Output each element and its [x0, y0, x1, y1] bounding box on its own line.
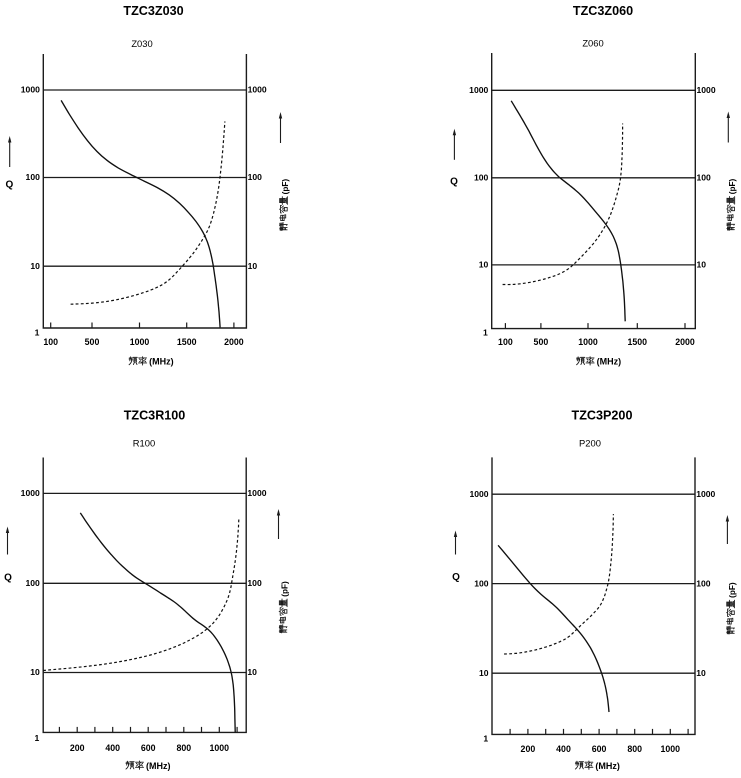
svg-text:10: 10 [30, 261, 40, 271]
svg-text:800: 800 [627, 744, 642, 754]
svg-text:100: 100 [43, 337, 58, 347]
svg-text:(MHz): (MHz) [597, 357, 622, 367]
svg-text:500: 500 [534, 337, 549, 347]
svg-text:(MHz): (MHz) [149, 357, 174, 367]
svg-text:(pF): (pF) [728, 582, 737, 598]
svg-text:100: 100 [696, 578, 711, 588]
svg-text:100: 100 [248, 172, 263, 182]
svg-text:(MHz): (MHz) [595, 761, 620, 771]
svg-text:200: 200 [70, 743, 85, 753]
svg-text:(pF): (pF) [728, 178, 737, 194]
svg-text:1000: 1000 [469, 489, 488, 499]
svg-text:Z030: Z030 [131, 38, 152, 49]
svg-text:Q: Q [4, 573, 12, 584]
svg-text:800: 800 [176, 743, 191, 753]
svg-text:100: 100 [247, 578, 262, 588]
svg-text:TZC3R100: TZC3R100 [124, 409, 186, 423]
svg-text:TZC3Z060: TZC3Z060 [573, 4, 633, 18]
svg-text:2000: 2000 [675, 337, 695, 347]
svg-text:1000: 1000 [578, 337, 598, 347]
svg-text:600: 600 [141, 743, 156, 753]
svg-text:400: 400 [556, 744, 571, 754]
svg-text:P200: P200 [579, 438, 601, 449]
svg-text:1000: 1000 [130, 337, 150, 347]
svg-text:2000: 2000 [224, 337, 244, 347]
svg-text:100: 100 [26, 172, 41, 182]
svg-text:(pF): (pF) [281, 581, 290, 597]
svg-text:600: 600 [592, 744, 607, 754]
svg-text:1000: 1000 [469, 85, 488, 95]
svg-text:10: 10 [697, 260, 707, 270]
svg-text:1500: 1500 [628, 337, 648, 347]
svg-text:R100: R100 [133, 438, 155, 449]
svg-text:100: 100 [498, 337, 513, 347]
svg-text:Q: Q [452, 572, 460, 583]
svg-text:100: 100 [25, 578, 40, 588]
svg-text:1000: 1000 [247, 488, 266, 498]
svg-text:1: 1 [483, 734, 488, 744]
svg-text:1000: 1000 [21, 85, 40, 95]
svg-text:1000: 1000 [661, 744, 681, 754]
svg-text:400: 400 [105, 743, 120, 753]
svg-text:200: 200 [521, 744, 536, 754]
svg-text:1000: 1000 [248, 85, 267, 95]
svg-text:100: 100 [474, 173, 489, 183]
svg-text:1000: 1000 [696, 489, 715, 499]
svg-text:TZC3P200: TZC3P200 [572, 409, 633, 423]
svg-text:TZC3Z030: TZC3Z030 [123, 4, 183, 18]
svg-text:(pF): (pF) [281, 179, 290, 195]
svg-text:10: 10 [696, 668, 706, 678]
svg-text:1: 1 [35, 733, 40, 743]
svg-text:10: 10 [479, 260, 489, 270]
svg-text:Q: Q [450, 177, 458, 188]
svg-text:Z060: Z060 [582, 38, 603, 49]
svg-text:1000: 1000 [697, 85, 716, 95]
svg-text:100: 100 [474, 578, 489, 588]
svg-text:Q: Q [6, 179, 14, 190]
svg-text:1: 1 [35, 328, 40, 338]
svg-text:100: 100 [697, 173, 712, 183]
svg-text:1000: 1000 [21, 488, 40, 498]
svg-text:1500: 1500 [177, 337, 197, 347]
svg-text:10: 10 [30, 667, 40, 677]
svg-text:(MHz): (MHz) [146, 761, 171, 771]
svg-text:1: 1 [483, 328, 488, 338]
svg-text:1000: 1000 [210, 743, 230, 753]
svg-text:10: 10 [248, 261, 258, 271]
svg-text:10: 10 [247, 667, 257, 677]
svg-text:10: 10 [479, 668, 489, 678]
svg-text:500: 500 [85, 337, 100, 347]
